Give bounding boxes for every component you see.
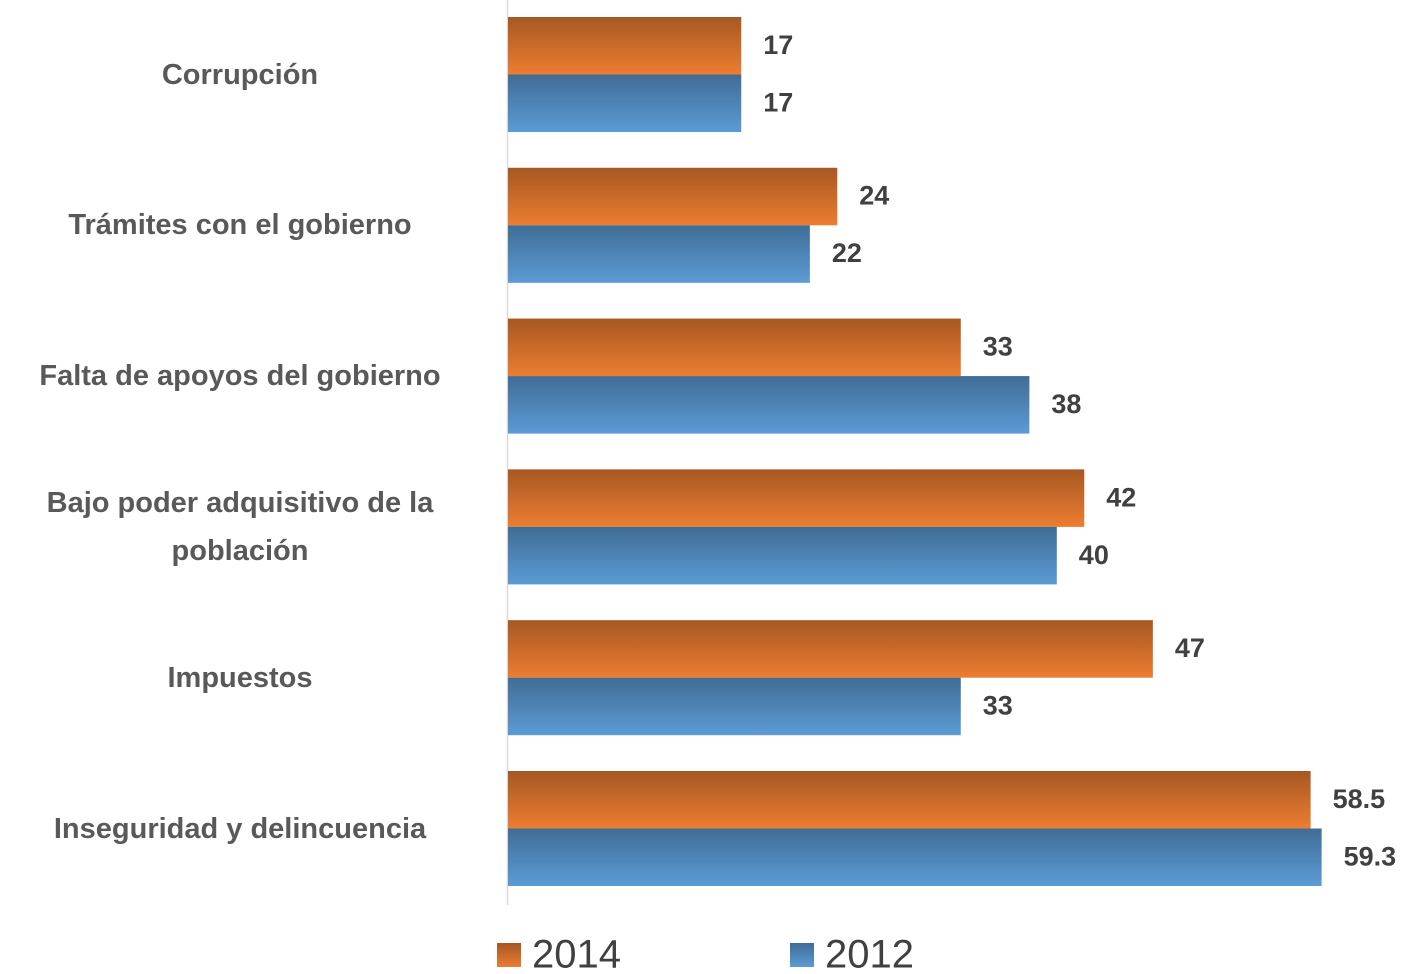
bar-shade xyxy=(508,677,961,736)
category-label: Impuestos xyxy=(167,661,313,694)
value-label: 59.3 xyxy=(1344,841,1397,871)
bar-shade xyxy=(508,318,961,377)
value-label: 24 xyxy=(859,181,889,211)
category-label: Trámites con el gobierno xyxy=(68,209,412,242)
value-label: 38 xyxy=(1051,389,1081,419)
category-label: Corrupción xyxy=(161,58,319,91)
value-label: 33 xyxy=(983,691,1013,721)
bar-shade xyxy=(508,74,742,132)
bar-shade xyxy=(508,771,1311,829)
value-label: 40 xyxy=(1079,540,1109,570)
bar-shade xyxy=(508,828,1322,886)
bar-shade xyxy=(508,17,742,75)
value-label: 33 xyxy=(983,331,1013,361)
legend-label: 2012 xyxy=(825,933,914,974)
category-label: Bajo poder adquisitivo de la población xyxy=(46,486,434,567)
bar-shade xyxy=(508,526,1057,585)
legend-swatch-shade xyxy=(497,943,521,967)
category-label: Falta de apoyos del gobierno xyxy=(39,360,441,393)
value-label: 47 xyxy=(1175,633,1205,663)
value-label: 58.5 xyxy=(1333,784,1386,814)
category-label: Inseguridad y delincuencia xyxy=(53,812,427,845)
value-label: 42 xyxy=(1106,482,1136,512)
bar-shade xyxy=(508,620,1153,678)
legend-label: 2014 xyxy=(532,933,621,974)
legend-swatch-shade xyxy=(790,943,814,967)
bar-shade xyxy=(508,225,810,283)
value-label: 22 xyxy=(832,238,862,268)
bar-shade xyxy=(508,469,1085,527)
bar-shade xyxy=(508,376,1030,434)
bar-shade xyxy=(508,167,838,226)
value-label: 17 xyxy=(763,30,793,60)
value-label: 17 xyxy=(763,87,793,117)
